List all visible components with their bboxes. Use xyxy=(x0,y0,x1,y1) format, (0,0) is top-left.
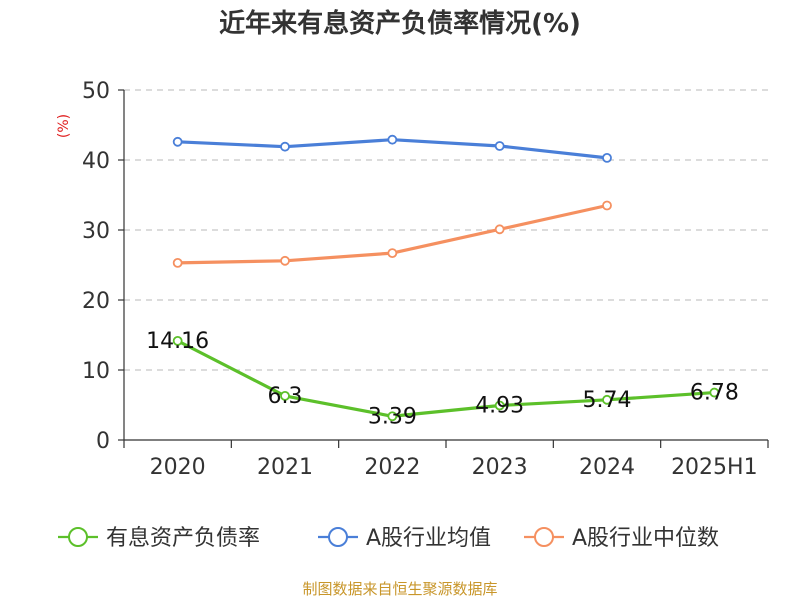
chart-title: 近年来有息资产负债率情况(%) xyxy=(219,8,581,39)
legend-item[interactable]: A股行业均值 xyxy=(318,526,491,551)
data-label: 3.39 xyxy=(368,404,417,429)
y-tick-label: 50 xyxy=(82,79,110,104)
x-tick-label: 2022 xyxy=(364,455,420,480)
legend-marker xyxy=(68,527,88,547)
legend-label: A股行业均值 xyxy=(366,526,491,551)
legend-item[interactable]: A股行业中位数 xyxy=(524,526,719,551)
data-point xyxy=(172,335,183,346)
x-tick-label: 2025H1 xyxy=(671,455,758,480)
data-point xyxy=(387,248,398,259)
legend-label: A股行业中位数 xyxy=(572,526,719,551)
data-label: 14.16 xyxy=(146,329,209,354)
x-tick-label: 2021 xyxy=(257,455,313,480)
legend-marker xyxy=(328,527,348,547)
data-label: 4.93 xyxy=(475,393,524,418)
data-point xyxy=(602,200,612,211)
data-point xyxy=(387,411,398,422)
data-point xyxy=(494,400,505,411)
data-point xyxy=(387,134,398,145)
grid-lines xyxy=(124,89,768,371)
data-label: 6.3 xyxy=(268,384,303,409)
legend-item[interactable]: 有息资产负债率 xyxy=(58,526,260,551)
y-tick-label: 40 xyxy=(82,149,110,174)
data-point xyxy=(280,141,290,152)
axes xyxy=(118,89,769,448)
y-tick-label: 10 xyxy=(82,359,110,384)
source-note: 制图数据来自恒生聚源数据库 xyxy=(302,580,497,598)
x-tick-label: 2023 xyxy=(472,455,528,480)
data-point xyxy=(172,136,183,147)
data-labels: 14.16 6.3 3.39 4.93 5.74 6.78 xyxy=(146,329,739,429)
y-tick-label: 0 xyxy=(96,429,110,454)
data-point xyxy=(494,224,505,235)
legend-label: 有息资产负债率 xyxy=(106,526,260,551)
data-point xyxy=(172,257,183,268)
legend-marker xyxy=(534,527,554,547)
x-tick-labels: 2020 2021 2022 2023 2024 2025H1 xyxy=(150,455,758,480)
series-line-1 xyxy=(176,339,715,418)
data-point xyxy=(709,387,720,398)
y-axis-label: (%) xyxy=(56,114,72,138)
y-tick-labels: 0 10 20 30 40 50 xyxy=(82,79,110,454)
data-point xyxy=(494,141,505,151)
legend: 有息资产负债率 A股行业均值 A股行业中位数 xyxy=(58,526,719,551)
series-group xyxy=(172,134,720,422)
x-tick-label: 2020 xyxy=(150,455,206,480)
y-tick-label: 20 xyxy=(82,289,110,314)
y-tick-label: 30 xyxy=(82,219,110,244)
x-tick-label: 2024 xyxy=(579,455,635,480)
data-label: 5.74 xyxy=(583,388,632,413)
data-point xyxy=(280,255,290,266)
data-point xyxy=(280,390,290,401)
data-point xyxy=(602,152,612,163)
data-point xyxy=(602,394,612,405)
data-label: 6.78 xyxy=(690,381,739,406)
